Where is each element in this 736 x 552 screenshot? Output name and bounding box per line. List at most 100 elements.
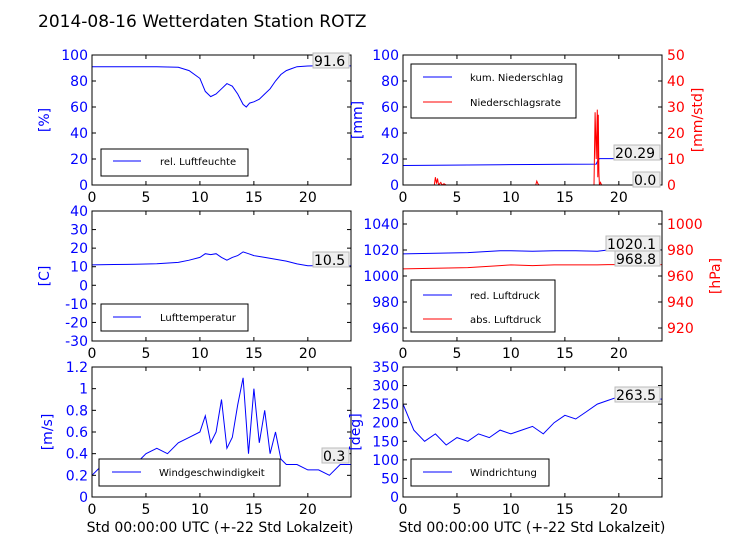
temperature-last-value: 10.5 xyxy=(314,253,345,269)
pressure-ytick-label: 1020 xyxy=(363,243,399,259)
humidity-xtick-label: 0 xyxy=(88,190,97,206)
winddirection-xtick-label: 15 xyxy=(556,502,574,518)
precipitation-rate-annotation: 0.0 xyxy=(632,171,661,189)
pressure-ytick-label: 960 xyxy=(372,321,399,337)
pressure-xtick-label: 0 xyxy=(399,346,408,362)
temperature-value-annotation: 10.5 xyxy=(312,251,350,269)
precipitation-y2tick-label: 10 xyxy=(667,152,685,168)
pressure-xtick-label: 20 xyxy=(610,346,628,362)
precipitation-y2tick-label: 20 xyxy=(667,126,685,142)
pressure-ytick-label: 1000 xyxy=(363,269,399,285)
winddirection-xtick-label: 20 xyxy=(610,502,628,518)
windspeed-xtick-label: 15 xyxy=(245,502,263,518)
pressure-y2label: [hPa] xyxy=(708,258,724,294)
pressure-xtick-label: 10 xyxy=(502,346,520,362)
temperature-marks: 0 5 10 15 20 -30 -20 -10 0 10 20 30 40 xyxy=(65,204,352,362)
pressure-ytick-label: 980 xyxy=(372,295,399,311)
pressure-y2tick-label: 1000 xyxy=(667,217,703,233)
precipitation-xtick-label: 0 xyxy=(399,190,408,206)
windspeed-value-annotation: 0.3 xyxy=(321,447,350,465)
pressure-abs-annotation: 968.8 xyxy=(614,250,661,268)
temperature-ytick-label: -10 xyxy=(65,297,88,313)
winddirection-legend-label: Windrichtung xyxy=(470,468,537,479)
winddirection-xtick-label: 5 xyxy=(452,502,461,518)
pressure-xtick-label: 15 xyxy=(556,346,574,362)
humidity-xtick-label: 15 xyxy=(245,190,263,206)
pressure-marks: 0 5 10 15 20 960 980 1000 1020 1040 920 940 960 980 10… xyxy=(363,210,703,362)
temperature-legend-label: Lufttemperatur xyxy=(160,313,237,324)
winddirection-xtick-label: 0 xyxy=(399,502,408,518)
pressure-legend-label-1: red. Luftdruck xyxy=(470,291,540,302)
precipitation-y2label: [mm/std] xyxy=(690,88,706,153)
pressure-y2tick-label: 960 xyxy=(667,269,694,285)
windspeed-xtick-label: 0 xyxy=(88,502,97,518)
humidity-axes-frame xyxy=(91,54,352,186)
temperature-ytick-label: -30 xyxy=(65,334,88,350)
windspeed-xtick-label: 5 xyxy=(141,502,150,518)
precipitation-panel: 0 5 10 15 20 0 20 40 60 80 100 0 10 20 30 40 50 [mm] [mm… xyxy=(350,48,706,206)
winddirection-axes-frame xyxy=(402,366,663,498)
precipitation-ytick-label: 100 xyxy=(372,48,399,64)
windspeed-marks: 0 5 10 15 20 0 0.2 0.4 0.6 0.8 1 1.2 xyxy=(66,360,352,518)
precipitation-xtick-label: 5 xyxy=(452,190,461,206)
humidity-last-value: 91.6 xyxy=(314,54,345,70)
winddirection-value-annotation: 263.5 xyxy=(614,386,661,404)
precipitation-axes-frame xyxy=(402,54,663,186)
precipitation-xtick-label: 15 xyxy=(556,190,574,206)
precipitation-y2tick-label: 30 xyxy=(667,100,685,116)
winddirection-ytick-label: 250 xyxy=(372,397,399,413)
winddirection-ytick-label: 50 xyxy=(381,471,399,487)
temperature-xtick-label: 0 xyxy=(88,346,97,362)
precipitation-y2tick-label: 0 xyxy=(667,178,676,194)
humidity-series-0-line xyxy=(92,65,351,108)
precipitation-cum-value: 20.29 xyxy=(615,146,655,162)
temperature-ytick-label: -20 xyxy=(65,315,88,331)
winddirection-legend: Windrichtung xyxy=(410,458,550,487)
pressure-y2tick-label: 980 xyxy=(667,243,694,259)
windspeed-ytick-label: 0 xyxy=(79,490,88,506)
temperature-legend: Lufttemperatur xyxy=(100,303,249,332)
winddirection-ytick-label: 350 xyxy=(372,360,399,376)
winddirection-xtick-label: 10 xyxy=(502,502,520,518)
humidity-marks: 0 5 10 15 20 0 20 40 60 80 100 xyxy=(61,48,352,206)
windspeed-ytick-label: 0.6 xyxy=(66,425,88,441)
precipitation-marks: 0 5 10 15 20 0 20 40 60 80 100 0 10 20 30 40 50 xyxy=(372,48,685,206)
pressure-y2tick-label: 920 xyxy=(667,321,694,337)
windspeed-xlabel: Std 00:00:00 UTC (+-22 Std Lokalzeit) xyxy=(87,520,354,536)
pressure-legend: red. Luftdruck abs. Luftdruck xyxy=(410,279,556,333)
humidity-value-annotation: 91.6 xyxy=(312,52,350,70)
precipitation-ytick-label: 20 xyxy=(381,152,399,168)
pressure-red-value: 1020.1 xyxy=(607,237,656,253)
pressure-ytick-label: 1040 xyxy=(363,217,399,233)
pressure-panel: 0 5 10 15 20 960 980 1000 1020 1040 920 940 960 980 10… xyxy=(363,210,724,362)
humidity-ytick-label: 40 xyxy=(70,126,88,142)
temperature-ytick-label: 40 xyxy=(70,204,88,220)
pressure-legend-label-2: abs. Luftdruck xyxy=(470,315,541,326)
humidity-xtick-label: 10 xyxy=(191,190,209,206)
chart-title: 2014-08-16 Wetterdaten Station ROTZ xyxy=(38,12,367,32)
temperature-xtick-label: 10 xyxy=(191,346,209,362)
humidity-legend-label: rel. Luftfeuchte xyxy=(160,157,236,168)
temperature-xtick-label: 5 xyxy=(141,346,150,362)
precipitation-ytick-label: 80 xyxy=(381,74,399,90)
temperature-xtick-label: 20 xyxy=(299,346,317,362)
precipitation-cum-annotation: 20.29 xyxy=(613,144,661,162)
precipitation-xtick-label: 20 xyxy=(610,190,628,206)
temperature-ytick-label: 0 xyxy=(79,278,88,294)
windspeed-series-0-line xyxy=(92,377,351,476)
windspeed-ytick-label: 0.2 xyxy=(66,468,88,484)
precipitation-xtick-label: 10 xyxy=(502,190,520,206)
winddirection-ytick-label: 150 xyxy=(372,434,399,450)
precipitation-y2tick-label: 40 xyxy=(667,74,685,90)
winddirection-ylabel: [deg] xyxy=(348,413,364,450)
temperature-panel: 0 5 10 15 20 -30 -20 -10 0 10 20 30 40 [C] Lufttempe… xyxy=(37,204,352,362)
precipitation-ytick-label: 40 xyxy=(381,126,399,142)
humidity-xtick-label: 20 xyxy=(299,190,317,206)
temperature-ytick-label: 30 xyxy=(70,223,88,239)
winddirection-xlabel: Std 00:00:00 UTC (+-22 Std Lokalzeit) xyxy=(399,520,666,536)
winddirection-ytick-label: 200 xyxy=(372,416,399,432)
windspeed-ytick-label: 0.4 xyxy=(66,447,88,463)
windspeed-ytick-label: 0.8 xyxy=(66,403,88,419)
